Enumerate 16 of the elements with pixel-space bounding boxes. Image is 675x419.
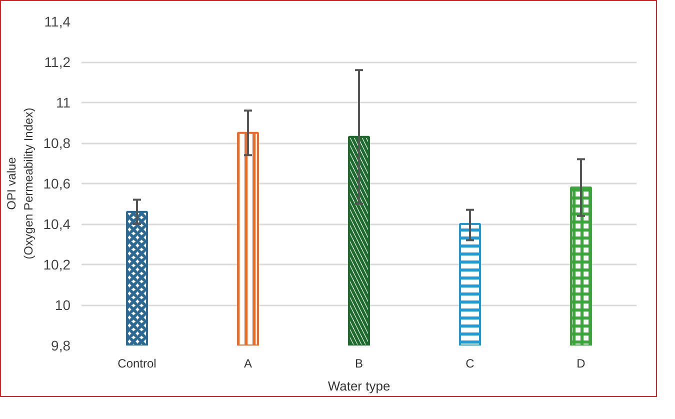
y-axis-title: OPI value (Oxygen Permeability Index)	[4, 108, 36, 260]
y-tick-label: 10,8	[43, 135, 71, 151]
y-tick-label: 9,8	[51, 338, 71, 354]
x-tick-label: Control	[118, 356, 156, 370]
y-tick-label: 10	[54, 297, 71, 313]
x-tick-label: B	[355, 356, 364, 370]
y-tick-label: 10,4	[43, 216, 71, 232]
y-tick-label: 11,2	[44, 54, 71, 70]
x-tick-label: D	[576, 356, 586, 370]
y-tick-label: 10,6	[43, 176, 71, 192]
y-tick-label: 11	[56, 94, 71, 110]
x-tick-label: A	[244, 356, 252, 370]
x-tick-label: C	[466, 356, 475, 370]
x-axis-title: Water type	[328, 378, 390, 394]
y-tick-label: 11,4	[44, 14, 71, 30]
y-tick-label: 10,2	[43, 256, 71, 272]
